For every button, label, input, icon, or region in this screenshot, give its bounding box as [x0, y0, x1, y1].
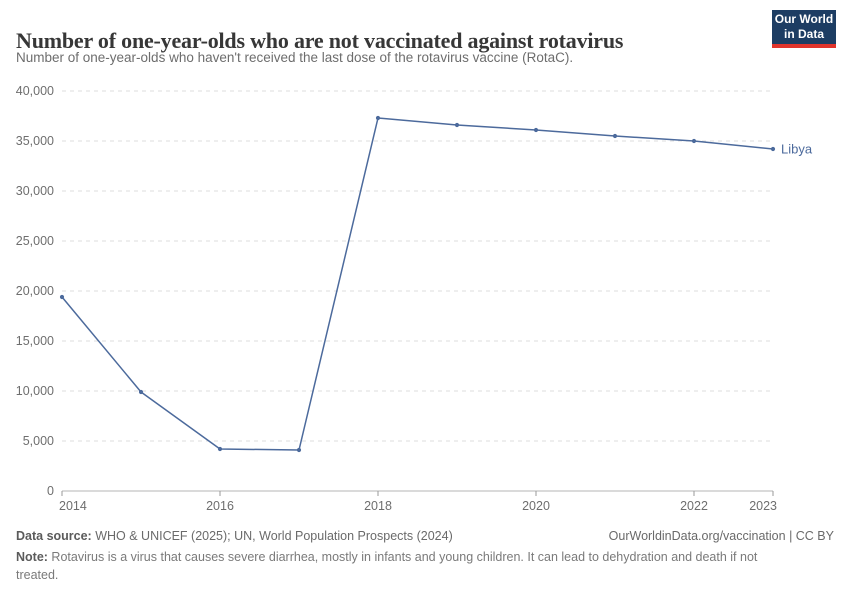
note-text: Rotavirus is a virus that causes severe …: [16, 550, 758, 583]
x-axis-label: 2023: [749, 499, 777, 513]
data-source-text: WHO & UNICEF (2025); UN, World Populatio…: [91, 529, 453, 543]
y-axis-label: 10,000: [16, 384, 54, 398]
data-point[interactable]: [217, 446, 223, 452]
data-source: Data source: WHO & UNICEF (2025); UN, Wo…: [16, 529, 453, 543]
data-point[interactable]: [612, 133, 618, 139]
owid-logo-line2: in Data: [783, 27, 824, 41]
y-axis-label: 40,000: [16, 84, 54, 98]
chart-subtitle: Number of one-year-olds who haven't rece…: [16, 50, 574, 65]
y-axis-label: 15,000: [16, 334, 54, 348]
data-line-libya[interactable]: [61, 117, 774, 451]
data-point[interactable]: [59, 294, 65, 300]
chart-footer: Data source: WHO & UNICEF (2025); UN, Wo…: [16, 529, 834, 584]
footer-note: Note: Rotavirus is a virus that causes s…: [16, 548, 761, 584]
data-point[interactable]: [691, 138, 697, 144]
entity-label[interactable]: Libya: [781, 142, 813, 157]
note-label: Note:: [16, 550, 48, 564]
data-point[interactable]: [138, 389, 144, 395]
owid-logo[interactable]: Our World in Data: [772, 10, 836, 48]
x-axis-label: 2016: [206, 499, 234, 513]
y-axis-label: 0: [47, 484, 54, 498]
y-axis-label: 5,000: [23, 434, 54, 448]
data-point[interactable]: [533, 127, 539, 133]
x-axis-label: 2018: [364, 499, 392, 513]
data-point[interactable]: [454, 122, 460, 128]
data-point[interactable]: [296, 447, 302, 453]
x-axis-label: 2022: [680, 499, 708, 513]
data-point[interactable]: [375, 115, 381, 121]
footer-link[interactable]: OurWorldinData.org/vaccination | CC BY: [608, 529, 834, 543]
x-axis-label: 2020: [522, 499, 550, 513]
y-axis-label: 30,000: [16, 184, 54, 198]
y-axis-label: 20,000: [16, 284, 54, 298]
owid-logo-line1: Our World: [774, 12, 834, 26]
x-axis-label: 2014: [59, 499, 87, 513]
y-axis-label: 35,000: [16, 134, 54, 148]
chart-title: Number of one-year-olds who are not vacc…: [16, 27, 624, 53]
y-axis-label: 25,000: [16, 234, 54, 248]
line-chart[interactable]: 0 5,000 10,000 15,000 20,000 25,000 30,000 35,0…: [0, 0, 850, 525]
data-source-label: Data source:: [16, 529, 92, 543]
data-point[interactable]: [770, 146, 776, 152]
